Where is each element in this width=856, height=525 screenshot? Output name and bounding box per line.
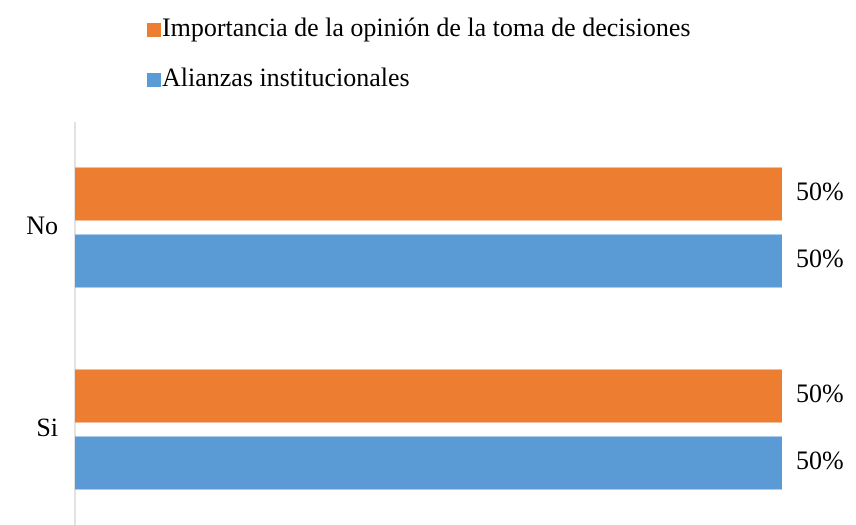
data-label: 50%: [796, 379, 844, 408]
legend-label: Importancia de la opinión de la toma de …: [162, 13, 691, 42]
legend-label: Alianzas institucionales: [162, 63, 410, 92]
bar: [75, 167, 782, 221]
data-label: 50%: [796, 244, 844, 273]
data-label: 50%: [796, 446, 844, 475]
data-label: 50%: [796, 177, 844, 206]
legend-swatch: [147, 23, 161, 37]
y-tick-label: Si: [36, 413, 58, 442]
bar: [75, 234, 782, 288]
legend-swatch: [147, 73, 161, 87]
y-tick-label: No: [26, 211, 58, 240]
bar: [75, 436, 782, 490]
bar: [75, 369, 782, 423]
